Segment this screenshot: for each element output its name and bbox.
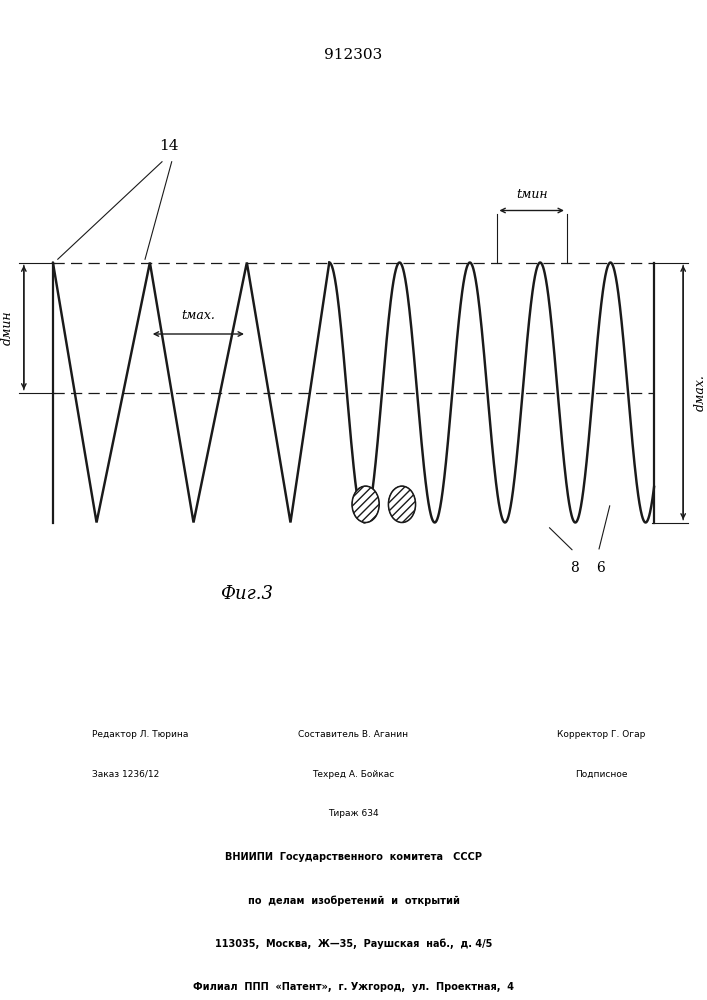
Text: Корректор Г. Огар: Корректор Г. Огар (557, 730, 645, 739)
Circle shape (352, 486, 379, 522)
Text: Фиг.3: Фиг.3 (221, 585, 274, 603)
Text: Филиал  ППП  «Патент»,  г. Ужгород,  ул.  Проектная,  4: Филиал ППП «Патент», г. Ужгород, ул. Про… (193, 982, 514, 992)
Text: 8: 8 (570, 561, 578, 575)
Text: tмин: tмин (516, 188, 547, 201)
Circle shape (388, 486, 416, 522)
Text: Тираж 634: Тираж 634 (328, 809, 379, 818)
Text: tмах.: tмах. (182, 309, 216, 322)
Text: 912303: 912303 (325, 48, 382, 62)
Text: 6: 6 (597, 561, 605, 575)
Text: dмах.: dмах. (694, 374, 706, 411)
Text: Заказ 1236/12: Заказ 1236/12 (92, 770, 159, 779)
Text: 113035,  Москва,  Ж—35,  Раушская  наб.,  д. 4/5: 113035, Москва, Ж—35, Раушская наб., д. … (215, 939, 492, 949)
Text: Составитель В. Аганин: Составитель В. Аганин (298, 730, 409, 739)
Text: Техред А. Бойкас: Техред А. Бойкас (312, 770, 395, 779)
Text: 14: 14 (160, 138, 179, 152)
Text: ВНИИПИ  Государственного  комитета   СССР: ВНИИПИ Государственного комитета СССР (225, 852, 482, 862)
Text: по  делам  изобретений  и  открытий: по делам изобретений и открытий (247, 896, 460, 906)
Text: Подписное: Подписное (575, 770, 627, 779)
Text: dмин: dмин (1, 310, 13, 345)
Text: Редактор Л. Тюрина: Редактор Л. Тюрина (92, 730, 188, 739)
